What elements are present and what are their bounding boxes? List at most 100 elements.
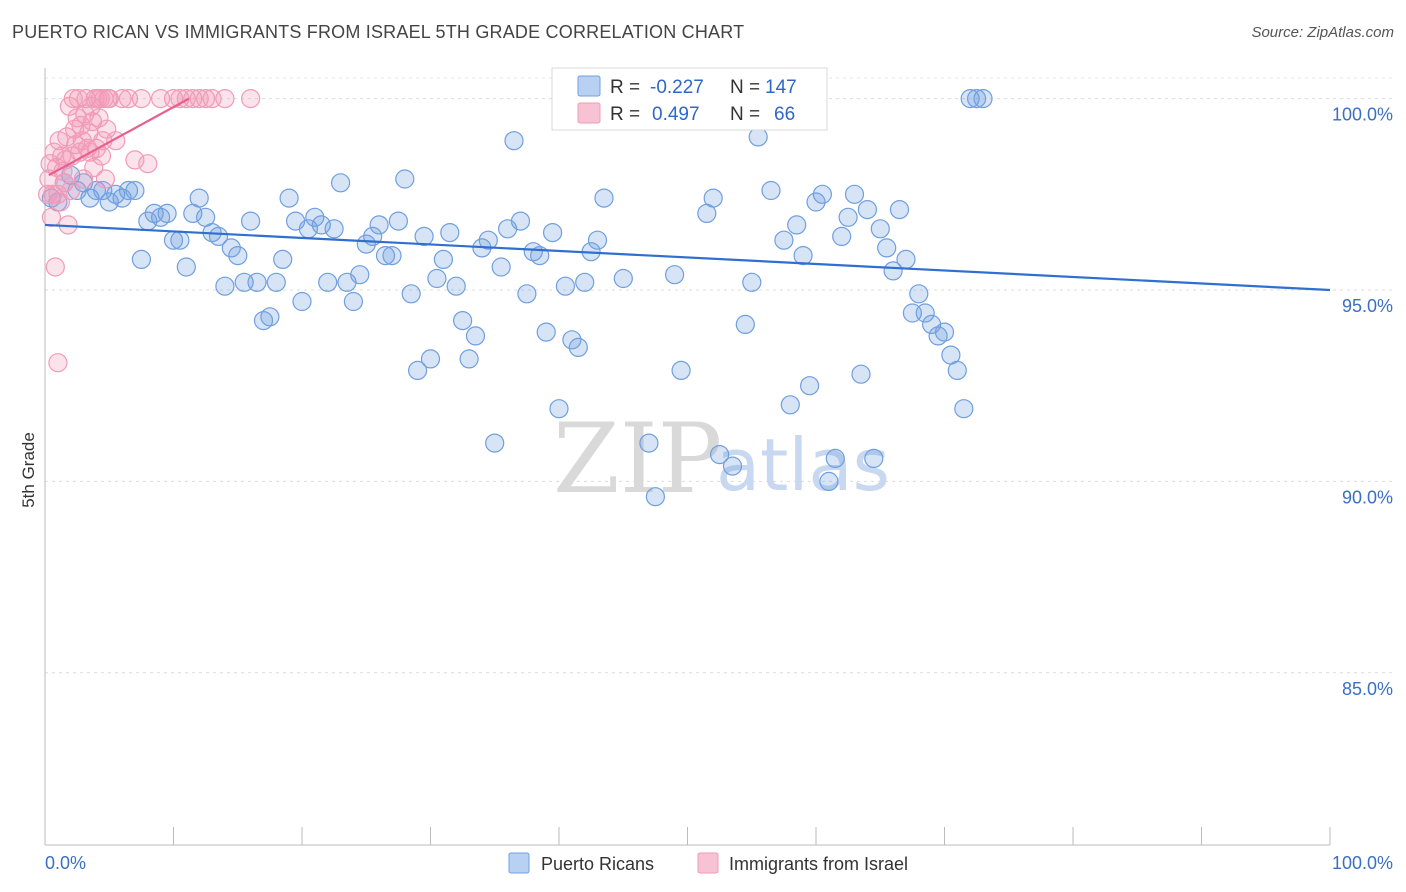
point-series0-126	[851, 364, 871, 384]
y-tick-label-1: 90.0%	[1342, 487, 1393, 507]
point-series0-127	[857, 200, 878, 220]
point-series0-144	[966, 88, 987, 109]
point-series0-51	[369, 215, 389, 235]
chart-title: PUERTO RICAN VS IMMIGRANTS FROM ISRAEL 5…	[12, 22, 745, 42]
y-tick-label-3: 100.0%	[1332, 105, 1393, 125]
point-series0-39	[292, 291, 312, 312]
data-points	[37, 88, 993, 507]
point-series0-83	[575, 272, 595, 292]
point-series0-43	[318, 272, 338, 292]
x-tick-labels: 0.0% 100.0%	[45, 853, 1393, 873]
point-series0-9	[99, 192, 119, 212]
point-series0-26	[208, 226, 229, 246]
legend-n-label-1: N =	[730, 77, 760, 98]
point-series0-13	[125, 180, 145, 201]
point-series0-68	[478, 230, 498, 250]
axes	[44, 68, 1331, 846]
point-series0-27	[215, 276, 235, 296]
point-series1-6	[45, 257, 65, 277]
x-tick-label-0: 0.0%	[45, 853, 86, 873]
source-label: Source: ZipAtlas.com	[1251, 24, 1394, 41]
point-series1-61	[196, 88, 216, 109]
point-series0-98	[671, 360, 691, 380]
point-series0-110	[748, 127, 768, 147]
point-series0-125	[844, 184, 865, 204]
point-series0-133	[896, 249, 916, 269]
point-series1-8	[48, 184, 68, 204]
point-series1-45	[95, 169, 116, 189]
x-tick-label-1: 100.0%	[1332, 853, 1393, 873]
series-label-puerto-ricans: Puerto Ricans	[541, 854, 654, 874]
point-series0-114	[774, 230, 794, 250]
point-series0-37	[279, 188, 299, 208]
point-series0-89	[613, 268, 633, 289]
point-series0-120	[812, 184, 833, 204]
point-series0-109	[742, 272, 762, 292]
point-series0-61	[433, 249, 453, 269]
trend-line-series1	[48, 97, 190, 177]
trend-line-series0	[44, 223, 1331, 292]
point-series0-55	[395, 169, 415, 189]
point-series0-36	[273, 249, 293, 269]
point-series0-54	[388, 211, 408, 231]
y-axis-label: 5th Grade	[19, 432, 38, 508]
grid-lines	[45, 77, 1395, 674]
point-series1-65	[48, 353, 68, 373]
point-series0-121	[819, 471, 839, 491]
point-series1-13	[54, 173, 74, 193]
point-series0-62	[440, 223, 460, 243]
point-series0-82	[568, 337, 588, 357]
watermark-atlas: atlas	[716, 423, 890, 507]
series-swatch-immigrants-israel	[697, 852, 719, 874]
legend-n-value-2: 66	[774, 104, 795, 125]
legend-n-value-1: 147	[765, 77, 797, 98]
point-series1-36	[84, 157, 104, 178]
point-series0-31	[241, 211, 261, 231]
point-series0-69	[485, 433, 505, 453]
point-series0-108	[735, 314, 755, 334]
point-series0-28	[221, 238, 241, 258]
point-series0-132	[889, 200, 910, 220]
point-series1-50	[112, 88, 132, 109]
legend-r-value-2: 0.497	[652, 104, 700, 125]
point-series0-115	[780, 395, 800, 415]
point-series0-112	[761, 180, 781, 201]
point-series0-66	[465, 326, 486, 346]
point-series0-18	[157, 203, 177, 223]
point-series0-65	[459, 349, 479, 369]
point-series0-93	[639, 433, 659, 453]
point-series0-57	[408, 360, 428, 380]
point-series0-130	[877, 238, 897, 258]
point-series0-116	[787, 215, 807, 235]
point-series0-129	[870, 219, 890, 239]
point-series1-63	[215, 88, 235, 109]
point-series0-141	[947, 360, 967, 380]
point-series0-44	[324, 219, 344, 239]
series-label-immigrants-israel: Immigrants from Israel	[729, 854, 908, 874]
point-series0-63	[446, 276, 466, 296]
point-series1-26	[71, 115, 91, 136]
y-tick-label-0: 85.0%	[1342, 679, 1393, 699]
point-series0-53	[382, 246, 402, 266]
point-series0-35	[266, 272, 286, 292]
legend-n-label-2: N =	[730, 104, 760, 125]
point-series0-34	[260, 307, 280, 327]
point-series0-45	[331, 173, 351, 193]
point-series0-104	[709, 445, 730, 465]
point-series0-58	[414, 226, 434, 246]
point-series0-128	[864, 448, 884, 468]
point-series0-123	[832, 226, 852, 246]
point-series0-117	[793, 246, 813, 266]
point-series0-86	[594, 188, 614, 208]
point-series0-81	[562, 330, 582, 350]
point-series0-60	[427, 268, 447, 289]
point-series0-85	[587, 230, 608, 250]
point-series0-136	[915, 303, 935, 323]
point-series0-118	[799, 376, 820, 396]
point-series1-53	[131, 88, 151, 109]
point-series0-72	[504, 131, 524, 151]
watermark-zip: ZIP	[553, 403, 722, 515]
point-series0-131	[883, 261, 903, 281]
point-series0-42	[311, 215, 331, 235]
